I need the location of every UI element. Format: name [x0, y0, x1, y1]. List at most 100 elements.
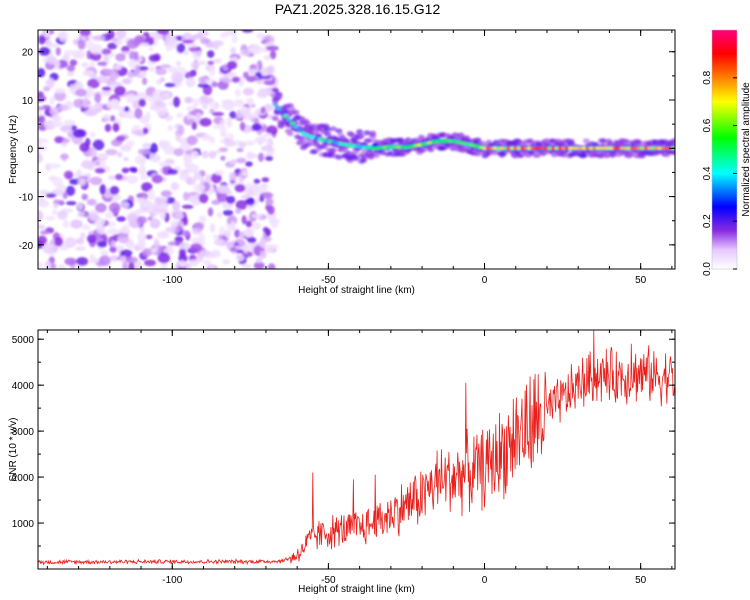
noise-cell	[38, 68, 46, 78]
y-tick-label: 1000	[12, 519, 35, 530]
noise-cell	[130, 167, 138, 173]
y-tick-label: 0	[27, 144, 33, 155]
noise-cell	[245, 97, 253, 104]
ridge-core-cell	[289, 121, 296, 125]
noise-cell	[246, 153, 259, 158]
noise-cell	[242, 244, 249, 254]
spectrogram-cells	[38, 30, 675, 269]
noise-cell	[111, 196, 119, 202]
noise-cell	[159, 77, 166, 82]
noise-cell	[38, 110, 43, 117]
noise-cell	[208, 150, 217, 159]
noise-cell	[115, 30, 127, 39]
noise-cell	[213, 58, 223, 64]
ridge-halo-cell	[303, 124, 311, 130]
noise-cell	[137, 239, 146, 250]
noise-cell	[235, 200, 248, 210]
noise-cell	[216, 184, 230, 194]
noise-cell	[107, 42, 118, 50]
noise-cell	[226, 117, 233, 128]
noise-cell	[259, 238, 267, 249]
noise-cell	[149, 104, 159, 111]
ridge-halo-cell	[292, 109, 300, 115]
ridge-halo-cell	[329, 147, 337, 153]
noise-cell	[94, 167, 106, 174]
noise-cell	[40, 230, 49, 235]
noise-cell	[198, 215, 207, 224]
noise-cell	[100, 249, 109, 256]
noise-cell	[134, 108, 143, 119]
noise-cell	[95, 217, 106, 227]
noise-cell	[161, 140, 171, 148]
noise-cell	[135, 259, 142, 269]
noise-cell	[211, 249, 221, 258]
y-tick-label: 20	[22, 48, 34, 59]
noise-cell	[265, 197, 274, 206]
noise-cell	[136, 91, 148, 103]
noise-cell	[176, 112, 184, 119]
noise-cell	[261, 88, 275, 95]
noise-cell	[137, 231, 147, 243]
noise-cell	[128, 262, 135, 269]
noise-cell	[45, 193, 57, 198]
noise-cell	[133, 129, 144, 136]
noise-cell	[49, 106, 60, 116]
colorbar-tick-label: 0.8	[702, 70, 713, 84]
noise-cell	[126, 140, 135, 147]
ridge-halo-cell	[358, 133, 365, 139]
noise-cell	[213, 124, 225, 129]
ridge-halo-cell	[271, 87, 279, 93]
noise-cell	[137, 148, 151, 155]
noise-cell	[164, 82, 176, 88]
noise-cell	[158, 161, 171, 167]
noise-cell	[113, 64, 123, 71]
noise-cell	[135, 64, 141, 75]
noise-cell	[195, 112, 202, 119]
y-tick-label: -10	[19, 193, 34, 204]
noise-cell	[122, 261, 128, 269]
noise-cell	[249, 64, 258, 70]
ridge-halo-cell	[365, 138, 373, 144]
noise-cell	[220, 155, 226, 161]
noise-cell	[245, 228, 254, 238]
noise-cell	[92, 139, 105, 151]
noise-cell	[220, 32, 228, 39]
noise-cell	[138, 98, 146, 107]
noise-cell	[210, 173, 222, 184]
noise-cell	[145, 234, 153, 240]
noise-cell	[138, 165, 146, 176]
noise-cell	[81, 62, 89, 68]
noise-cell	[109, 255, 120, 262]
noise-cell	[89, 132, 96, 138]
noise-cell	[240, 106, 249, 116]
noise-cell	[214, 238, 224, 246]
noise-cell	[44, 260, 52, 269]
noise-cell	[209, 108, 215, 114]
noise-cell	[145, 111, 151, 122]
noise-cell	[178, 254, 188, 263]
noise-cell	[55, 47, 61, 56]
noise-cell	[38, 152, 42, 163]
noise-cell	[114, 85, 126, 96]
noise-cell	[108, 175, 117, 180]
noise-cell	[64, 257, 77, 266]
noise-cell	[46, 43, 59, 48]
noise-cell	[38, 261, 43, 268]
ridge-halo-cell	[417, 134, 425, 140]
noise-cell	[253, 178, 261, 184]
noise-cell	[125, 256, 139, 264]
noise-cell	[63, 49, 76, 56]
noise-cell	[127, 71, 135, 78]
noise-cell	[38, 189, 51, 196]
noise-cell	[170, 220, 179, 228]
noise-cell	[109, 115, 116, 122]
noise-cell	[92, 35, 106, 41]
noise-cell	[265, 204, 271, 211]
noise-cell	[72, 129, 86, 138]
noise-cell	[235, 208, 242, 214]
noise-cell	[38, 94, 47, 103]
noise-cell	[245, 220, 253, 228]
noise-cell	[246, 75, 257, 83]
noise-cell	[142, 248, 153, 257]
